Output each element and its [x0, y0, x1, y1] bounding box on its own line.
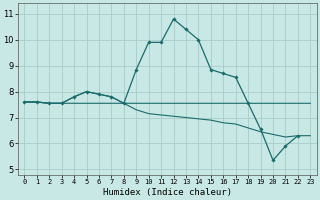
- X-axis label: Humidex (Indice chaleur): Humidex (Indice chaleur): [103, 188, 232, 197]
